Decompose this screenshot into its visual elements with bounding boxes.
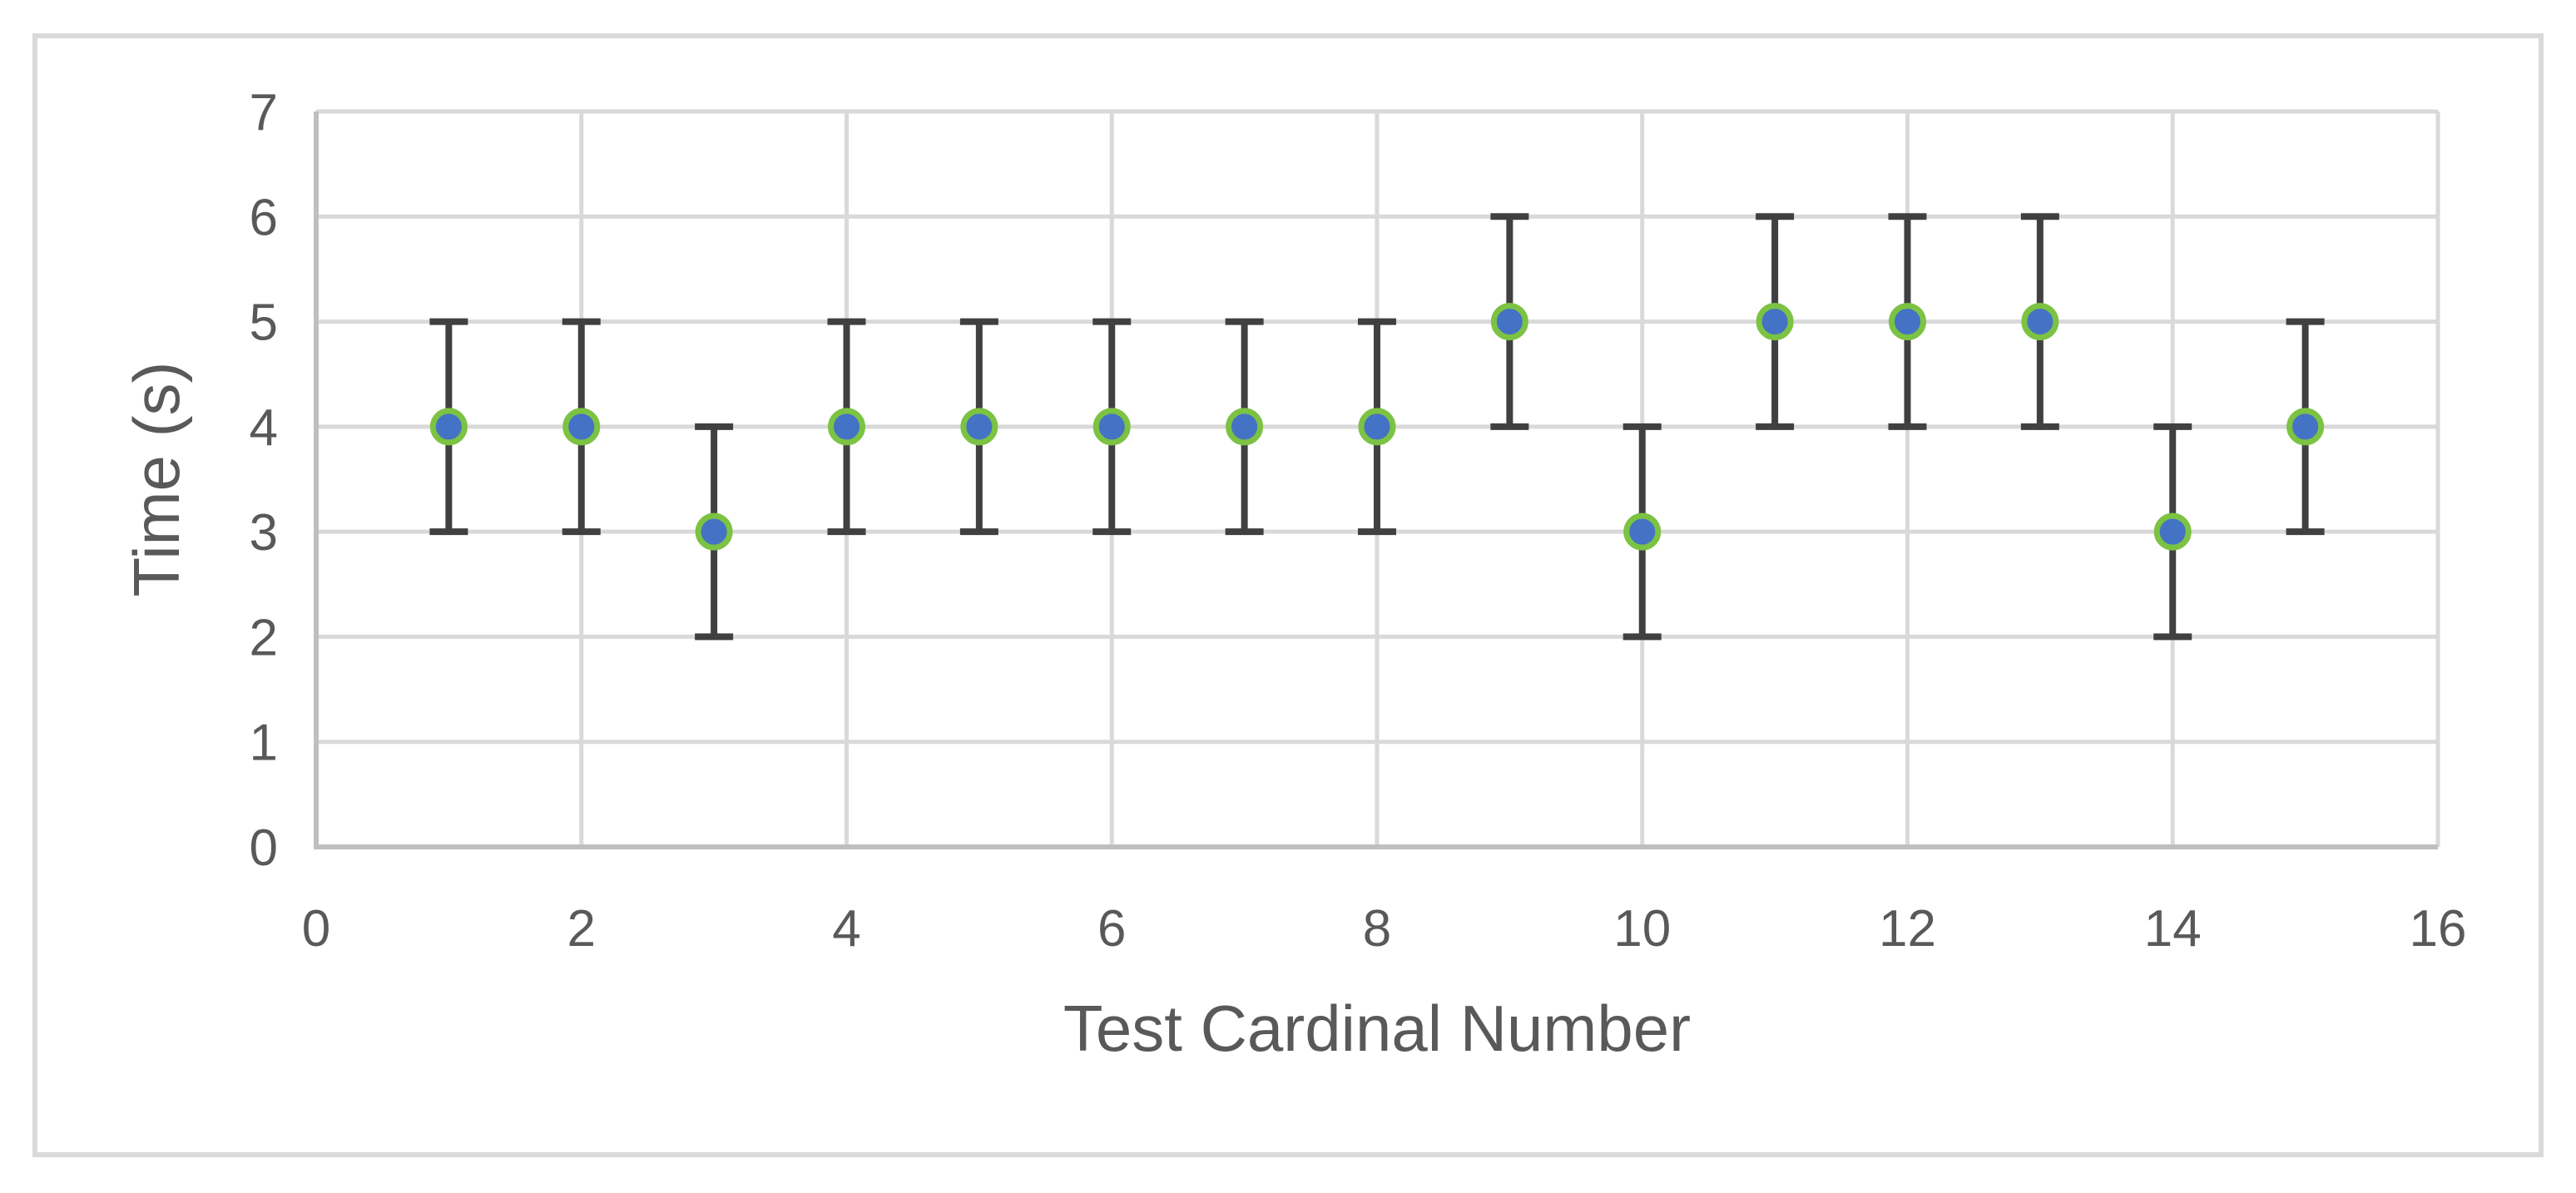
x-tick-label-6: 6 — [1097, 900, 1126, 958]
y-tick-label-5: 5 — [250, 295, 278, 352]
y-tick-label-2: 2 — [250, 609, 278, 666]
y-tick-label-7: 7 — [250, 84, 278, 141]
data-point-13 — [2021, 303, 2059, 341]
x-axis-tick-labels: 0 2 4 6 8 10 12 14 16 — [302, 900, 2467, 958]
data-point-11 — [1756, 303, 1794, 341]
y-axis-tick-labels: 0 1 2 3 4 5 6 7 — [250, 84, 278, 877]
data-point-14 — [2153, 512, 2192, 551]
x-tick-label-14: 14 — [2144, 900, 2202, 958]
data-point-5 — [960, 408, 998, 446]
data-point-3 — [695, 512, 733, 551]
y-tick-label-3: 3 — [250, 504, 278, 562]
data-point-4 — [828, 408, 865, 446]
chart-border — [32, 33, 2544, 1157]
data-point-7 — [1226, 408, 1264, 446]
x-tick-label-4: 4 — [832, 900, 860, 958]
x-axis-title: Test Cardinal Number — [1063, 992, 1691, 1065]
data-point-12 — [1889, 303, 1926, 341]
data-point-8 — [1358, 408, 1396, 446]
x-tick-label-10: 10 — [1613, 900, 1671, 958]
x-tick-label-8: 8 — [1363, 900, 1391, 958]
axis-lines — [314, 111, 2438, 849]
x-tick-label-12: 12 — [1879, 900, 1936, 958]
x-tick-label-16: 16 — [2410, 900, 2467, 958]
y-axis-title: Time (s) — [120, 361, 193, 596]
data-point-10 — [1623, 512, 1662, 551]
x-tick-label-2: 2 — [567, 900, 596, 958]
y-tick-label-6: 6 — [250, 189, 278, 246]
data-point-6 — [1092, 408, 1131, 446]
data-point-1 — [429, 408, 468, 446]
y-tick-label-1: 1 — [250, 715, 278, 772]
data-point-markers — [429, 303, 2325, 551]
y-tick-label-0: 0 — [250, 819, 278, 877]
data-point-2 — [562, 408, 601, 446]
data-point-15 — [2286, 408, 2325, 446]
x-tick-label-0: 0 — [302, 900, 330, 958]
data-point-9 — [1490, 303, 1528, 341]
y-tick-label-4: 4 — [250, 399, 278, 457]
